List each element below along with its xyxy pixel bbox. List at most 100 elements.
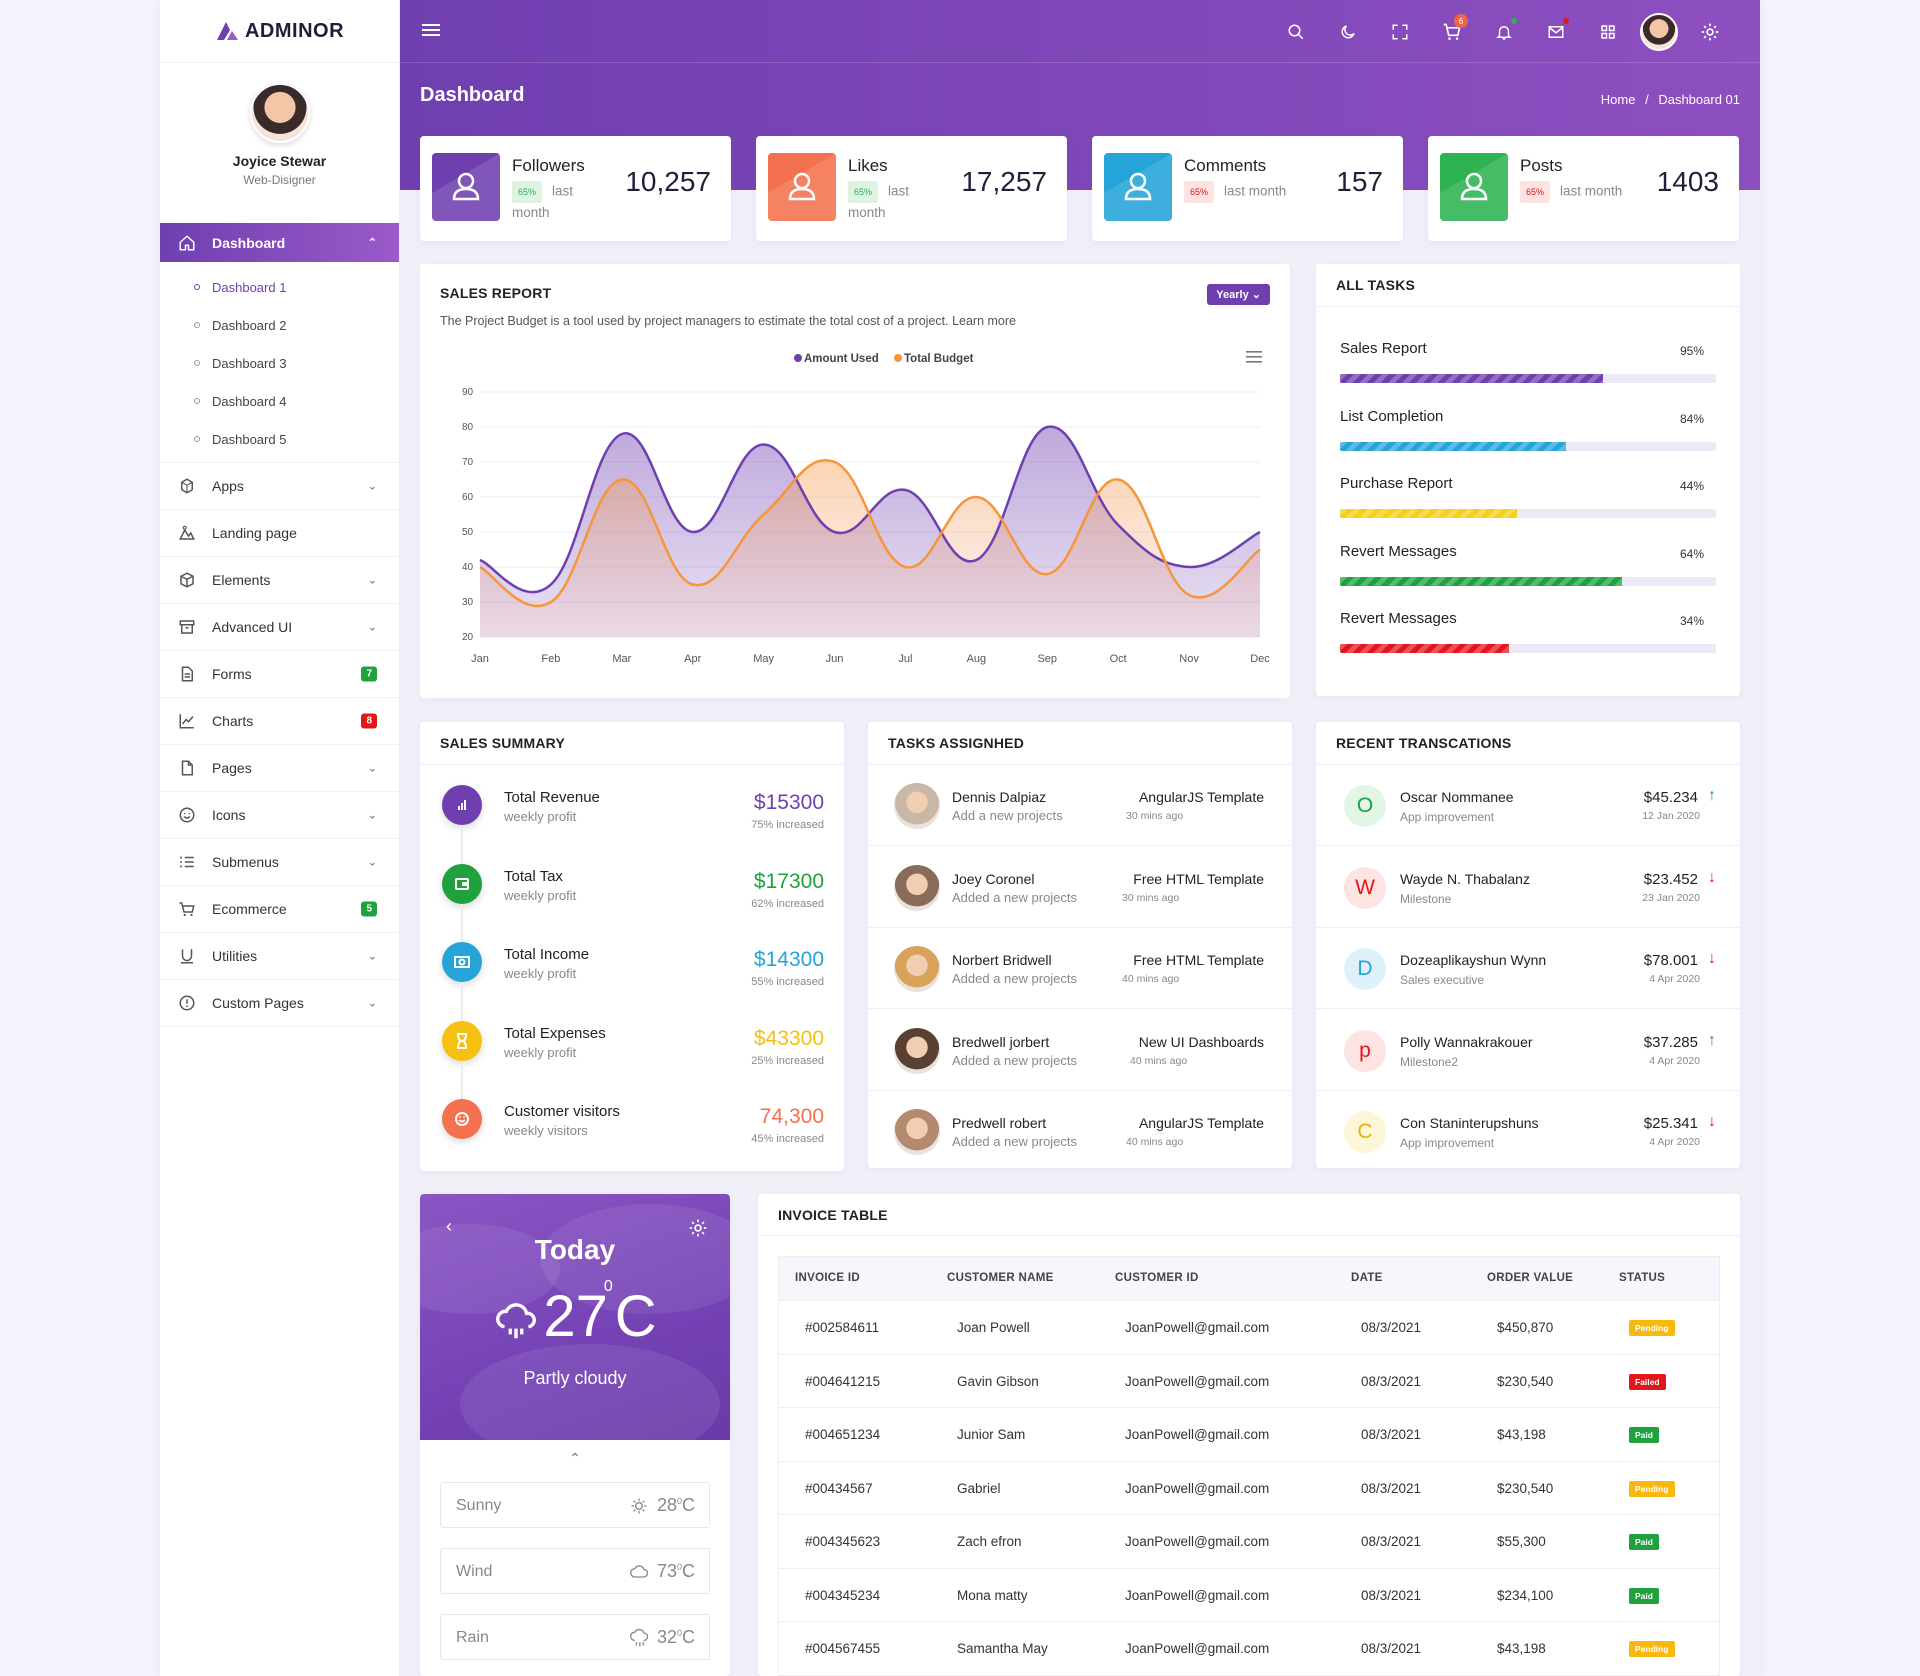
- table-row[interactable]: #004345234 Mona matty JoanPowell@gmail.com…: [779, 1569, 1719, 1622]
- profile-avatar[interactable]: [249, 83, 310, 143]
- sidebar-item-submenus[interactable]: Submenus ⌄: [160, 839, 399, 886]
- transaction-desc: App improvement: [1400, 1136, 1495, 1150]
- y-tick-label: 50: [462, 527, 474, 538]
- sidebar-item-forms[interactable]: Forms 7: [160, 651, 399, 698]
- sidebar-item-label: Custom Pages: [212, 995, 304, 1011]
- transaction-initial-avatar: D: [1344, 948, 1386, 990]
- user-avatar[interactable]: [1640, 13, 1678, 51]
- assigned-task-row[interactable]: Joey Coronel Added a new projects Free HTM…: [868, 847, 1292, 928]
- summary-item: Total Revenue weekly profit $15300 75% incr…: [442, 785, 824, 863]
- rain-icon: [629, 1628, 649, 1648]
- table-row[interactable]: #004567455 Samantha May JoanPowell@gmail.c…: [779, 1622, 1719, 1676]
- transaction-initial-avatar: O: [1344, 785, 1386, 827]
- sales-report-panel: SALES REPORT Yearly ⌄ The Project Budget…: [420, 264, 1290, 698]
- column-header[interactable]: INVOICE ID: [795, 1272, 860, 1284]
- weather-row-rain: Rain 320C: [440, 1614, 710, 1660]
- sidebar-item-custom-pages[interactable]: Custom Pages ⌄: [160, 980, 399, 1027]
- transaction-row[interactable]: C Con Staninterupshuns App improvement $25.…: [1316, 1091, 1740, 1172]
- settings-button[interactable]: [1684, 12, 1736, 52]
- table-row[interactable]: #002584611 Joan Powell JoanPowell@gmail.co…: [779, 1301, 1719, 1355]
- legend-label[interactable]: Amount Used: [804, 353, 879, 365]
- brand-logo[interactable]: ADMINOR: [160, 0, 399, 63]
- submenu-item-dashboard-5[interactable]: Dashboard 5: [160, 420, 399, 458]
- sidebar-item-charts[interactable]: Charts 8: [160, 698, 399, 745]
- invoice-table: INVOICE ID CUSTOMER NAME CUSTOMER ID DATE OR…: [778, 1256, 1720, 1676]
- cart-button[interactable]: 6: [1426, 12, 1478, 52]
- transaction-amount: $37.285: [1643, 1033, 1698, 1051]
- submenu-item-dashboard-3[interactable]: Dashboard 3: [160, 344, 399, 382]
- stat-card-posts[interactable]: Posts 65% last month 1403: [1428, 136, 1739, 241]
- assigned-task-row[interactable]: Predwell robert Added a new projects Angul…: [868, 1091, 1292, 1172]
- table-row[interactable]: #004641215 Gavin Gibson JoanPowell@gmail.c…: [779, 1355, 1719, 1408]
- search-button[interactable]: [1270, 12, 1322, 52]
- sidebar-item-advanced-ui[interactable]: Advanced UI ⌄: [160, 604, 399, 651]
- task-percent: 95%: [1679, 344, 1704, 358]
- messages-button[interactable]: [1530, 12, 1582, 52]
- invoice-panel: INVOICE TABLE INVOICE ID CUSTOMER NAME CUS…: [758, 1194, 1740, 1676]
- stat-value: 1403: [1656, 166, 1719, 197]
- table-row[interactable]: #00434567 Gabriel JoanPowell@gmail.com 08/3…: [779, 1462, 1719, 1515]
- x-tick-label: Aug: [967, 653, 987, 665]
- stat-percent-badge: 65%: [1520, 181, 1551, 203]
- fullscreen-button[interactable]: [1374, 12, 1426, 52]
- notifications-button[interactable]: [1478, 12, 1530, 52]
- column-header[interactable]: ORDER VALUE: [1487, 1272, 1574, 1284]
- table-row[interactable]: #004651234 Junior Sam JoanPowell@gmail.com…: [779, 1408, 1719, 1462]
- cell-date: 08/3/2021: [1361, 1373, 1422, 1389]
- sidebar-item-icons[interactable]: Icons ⌄: [160, 792, 399, 839]
- assigned-task-row[interactable]: Dennis Dalpiaz Add a new projects AngularJ…: [868, 765, 1292, 846]
- transaction-row[interactable]: D Dozeaplikayshun Wynn Sales executive $78.…: [1316, 928, 1740, 1009]
- weather-row-unit: C: [682, 1495, 695, 1515]
- fullscreen-icon: [1392, 24, 1408, 40]
- column-header[interactable]: DATE: [1351, 1272, 1383, 1284]
- sidebar-item-dashboard[interactable]: Dashboard ⌃: [160, 223, 399, 262]
- sidebar-item-elements[interactable]: Elements ⌄: [160, 557, 399, 604]
- stat-label: Comments: [1184, 156, 1267, 175]
- task-progress-item: Revert Messages 34%: [1340, 610, 1716, 653]
- dark-mode-button[interactable]: [1322, 12, 1374, 52]
- column-header[interactable]: CUSTOMER ID: [1115, 1272, 1199, 1284]
- stat-card-likes[interactable]: Likes 65% last month 17,257: [756, 136, 1067, 241]
- column-header[interactable]: CUSTOMER NAME: [947, 1272, 1054, 1284]
- weather-prev-button[interactable]: ‹: [446, 1216, 452, 1237]
- breadcrumb-home[interactable]: Home: [1600, 92, 1636, 107]
- submenu-item-dashboard-4[interactable]: Dashboard 4: [160, 382, 399, 420]
- stat-label: Posts: [1520, 156, 1563, 175]
- column-header[interactable]: STATUS: [1619, 1272, 1666, 1284]
- assignee-action: Added a new projects: [952, 1134, 1078, 1149]
- sidebar-item-pages[interactable]: Pages ⌄: [160, 745, 399, 792]
- assigned-task-row[interactable]: Norbert Bridwell Added a new projects Free…: [868, 928, 1292, 1009]
- cell-cid: JoanPowell@gmail.com: [1125, 1320, 1270, 1335]
- table-row[interactable]: #004345623 Zach efron JoanPowell@gmail.com…: [779, 1515, 1719, 1569]
- submenu-item-dashboard-1[interactable]: Dashboard 1: [160, 268, 399, 306]
- sidebar-item-apps[interactable]: Apps ⌄: [160, 463, 399, 510]
- legend-marker: [894, 354, 902, 362]
- stat-card-comments[interactable]: Comments 65% last month 157: [1092, 136, 1403, 241]
- legend-label[interactable]: Total Budget: [904, 353, 974, 365]
- weather-collapse-button[interactable]: ⌃: [420, 1450, 730, 1467]
- stat-subtext: 65% last month: [512, 181, 592, 223]
- progress-track: [1340, 644, 1716, 653]
- transaction-date: 23 Jan 2020: [1642, 891, 1700, 904]
- transaction-row[interactable]: W Wayde N. Thabalanz Milestone $23.452 23 Ja…: [1316, 847, 1740, 928]
- menu-toggle-button[interactable]: [422, 22, 440, 43]
- weather-settings-button[interactable]: [688, 1218, 708, 1243]
- sidebar-item-landing-page[interactable]: Landing page: [160, 510, 399, 557]
- menu-icon: [1246, 351, 1262, 363]
- yearly-dropdown[interactable]: Yearly ⌄: [1207, 284, 1270, 305]
- archive-icon: [178, 618, 196, 636]
- stat-card-followers[interactable]: Followers 65% last month 10,257: [420, 136, 731, 241]
- submenu-item-dashboard-2[interactable]: Dashboard 2: [160, 306, 399, 344]
- transaction-row[interactable]: O Oscar Nommanee App improvement $45.234 12 …: [1316, 765, 1740, 846]
- assigned-task-row[interactable]: Bredwell jorbert Added a new projects New …: [868, 1010, 1292, 1091]
- transaction-desc: Milestone2: [1400, 1054, 1459, 1069]
- transaction-row[interactable]: p Polly Wannakrakouer Milestone2 $37.285 4 A…: [1316, 1010, 1740, 1091]
- cell-value: $55,300: [1497, 1534, 1546, 1549]
- sidebar-item-ecommerce[interactable]: Ecommerce 5: [160, 886, 399, 933]
- chart-menu-button[interactable]: [1246, 350, 1262, 368]
- apps-grid-button[interactable]: [1582, 12, 1634, 52]
- arrow-up-icon: ↑: [1708, 787, 1716, 804]
- sidebar-item-utilities[interactable]: Utilities ⌄: [160, 933, 399, 980]
- cell-cid: JoanPowell@gmail.com: [1125, 1373, 1270, 1389]
- x-tick-label: Jun: [826, 653, 844, 665]
